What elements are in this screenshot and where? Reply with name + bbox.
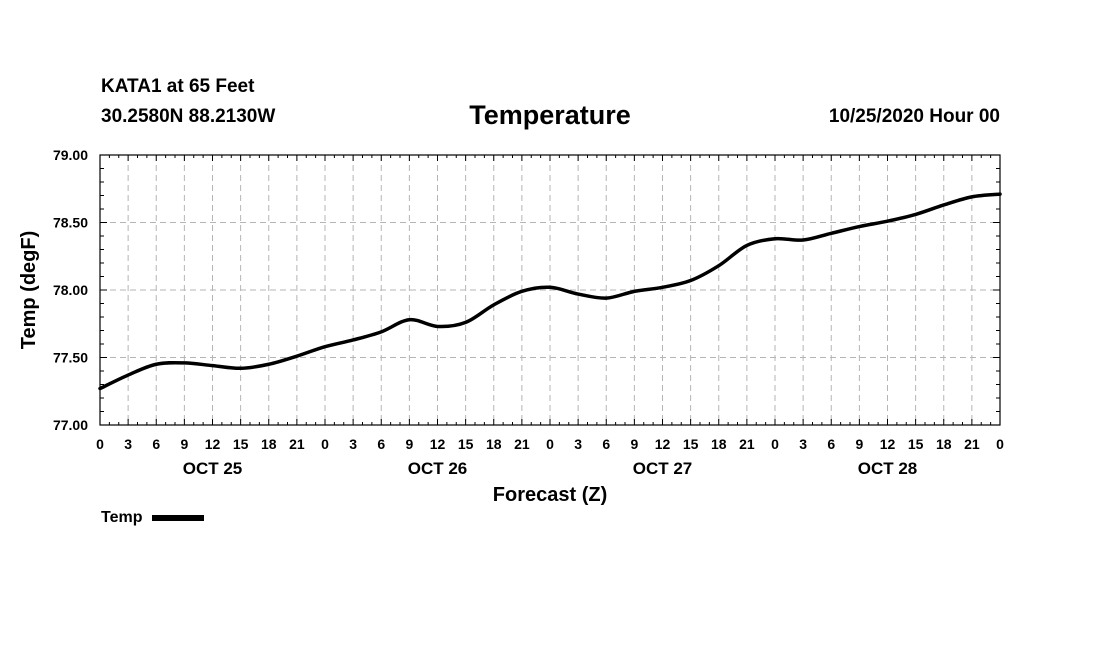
x-tick-label: 21: [964, 436, 980, 452]
x-tick-label: 3: [349, 436, 357, 452]
x-tick-label: 18: [711, 436, 727, 452]
x-tick-label: 15: [683, 436, 699, 452]
legend-swatch-temp: [152, 515, 205, 521]
x-tick-label: 0: [321, 436, 329, 452]
x-tick-label: 12: [880, 436, 896, 452]
series-line-temp: [98, 192, 1002, 391]
x-tick-label: 0: [996, 436, 1004, 452]
x-tick-label: 6: [377, 436, 385, 452]
x-tick-label: 12: [655, 436, 671, 452]
x-day-label: OCT 25: [183, 459, 243, 478]
x-tick-label: 15: [233, 436, 249, 452]
x-tick-label: 15: [458, 436, 474, 452]
x-tick-label: 18: [486, 436, 502, 452]
x-tick-label: 3: [574, 436, 582, 452]
legend: Temp: [101, 509, 205, 527]
y-tick-label: 77.00: [53, 417, 88, 433]
y-axis-label: Temp (degF): [18, 231, 40, 350]
x-tick-label: 21: [514, 436, 530, 452]
x-tick-label: 15: [908, 436, 924, 452]
x-tick-label: 6: [152, 436, 160, 452]
x-tick-label: 9: [405, 436, 413, 452]
x-tick-label: 9: [855, 436, 863, 452]
issue-time: 10/25/2020 Hour 00: [828, 106, 1000, 127]
x-tick-label: 6: [827, 436, 835, 452]
x-tick-label: 9: [630, 436, 638, 452]
x-tick-label: 12: [430, 436, 446, 452]
x-tick-label: 3: [799, 436, 807, 452]
x-axis-label: Forecast (Z): [493, 484, 607, 506]
x-tick-label: 18: [261, 436, 277, 452]
station-label: KATA1 at 65 Feet: [101, 76, 255, 97]
y-tick-label: 78.50: [53, 215, 88, 231]
x-tick-label: 18: [936, 436, 952, 452]
x-day-label: OCT 27: [633, 459, 693, 478]
x-day-label: OCT 26: [408, 459, 468, 478]
x-tick-label: 0: [96, 436, 104, 452]
x-tick-label: 21: [739, 436, 755, 452]
x-tick-label: 0: [771, 436, 779, 452]
x-tick-label: 12: [205, 436, 221, 452]
x-tick-label: 21: [289, 436, 305, 452]
x-tick-label: 9: [180, 436, 188, 452]
station-coordinates: 30.2580N 88.2130W: [101, 106, 276, 127]
y-tick-label: 77.50: [53, 350, 88, 366]
chart-title: Temperature: [469, 100, 631, 130]
legend-label-temp: Temp: [101, 509, 143, 526]
x-tick-label: 6: [602, 436, 610, 452]
y-tick-label: 79.00: [53, 147, 88, 163]
x-day-label: OCT 28: [858, 459, 918, 478]
x-tick-label: 3: [124, 436, 132, 452]
y-tick-label: 78.00: [53, 282, 88, 298]
x-tick-label: 0: [546, 436, 554, 452]
